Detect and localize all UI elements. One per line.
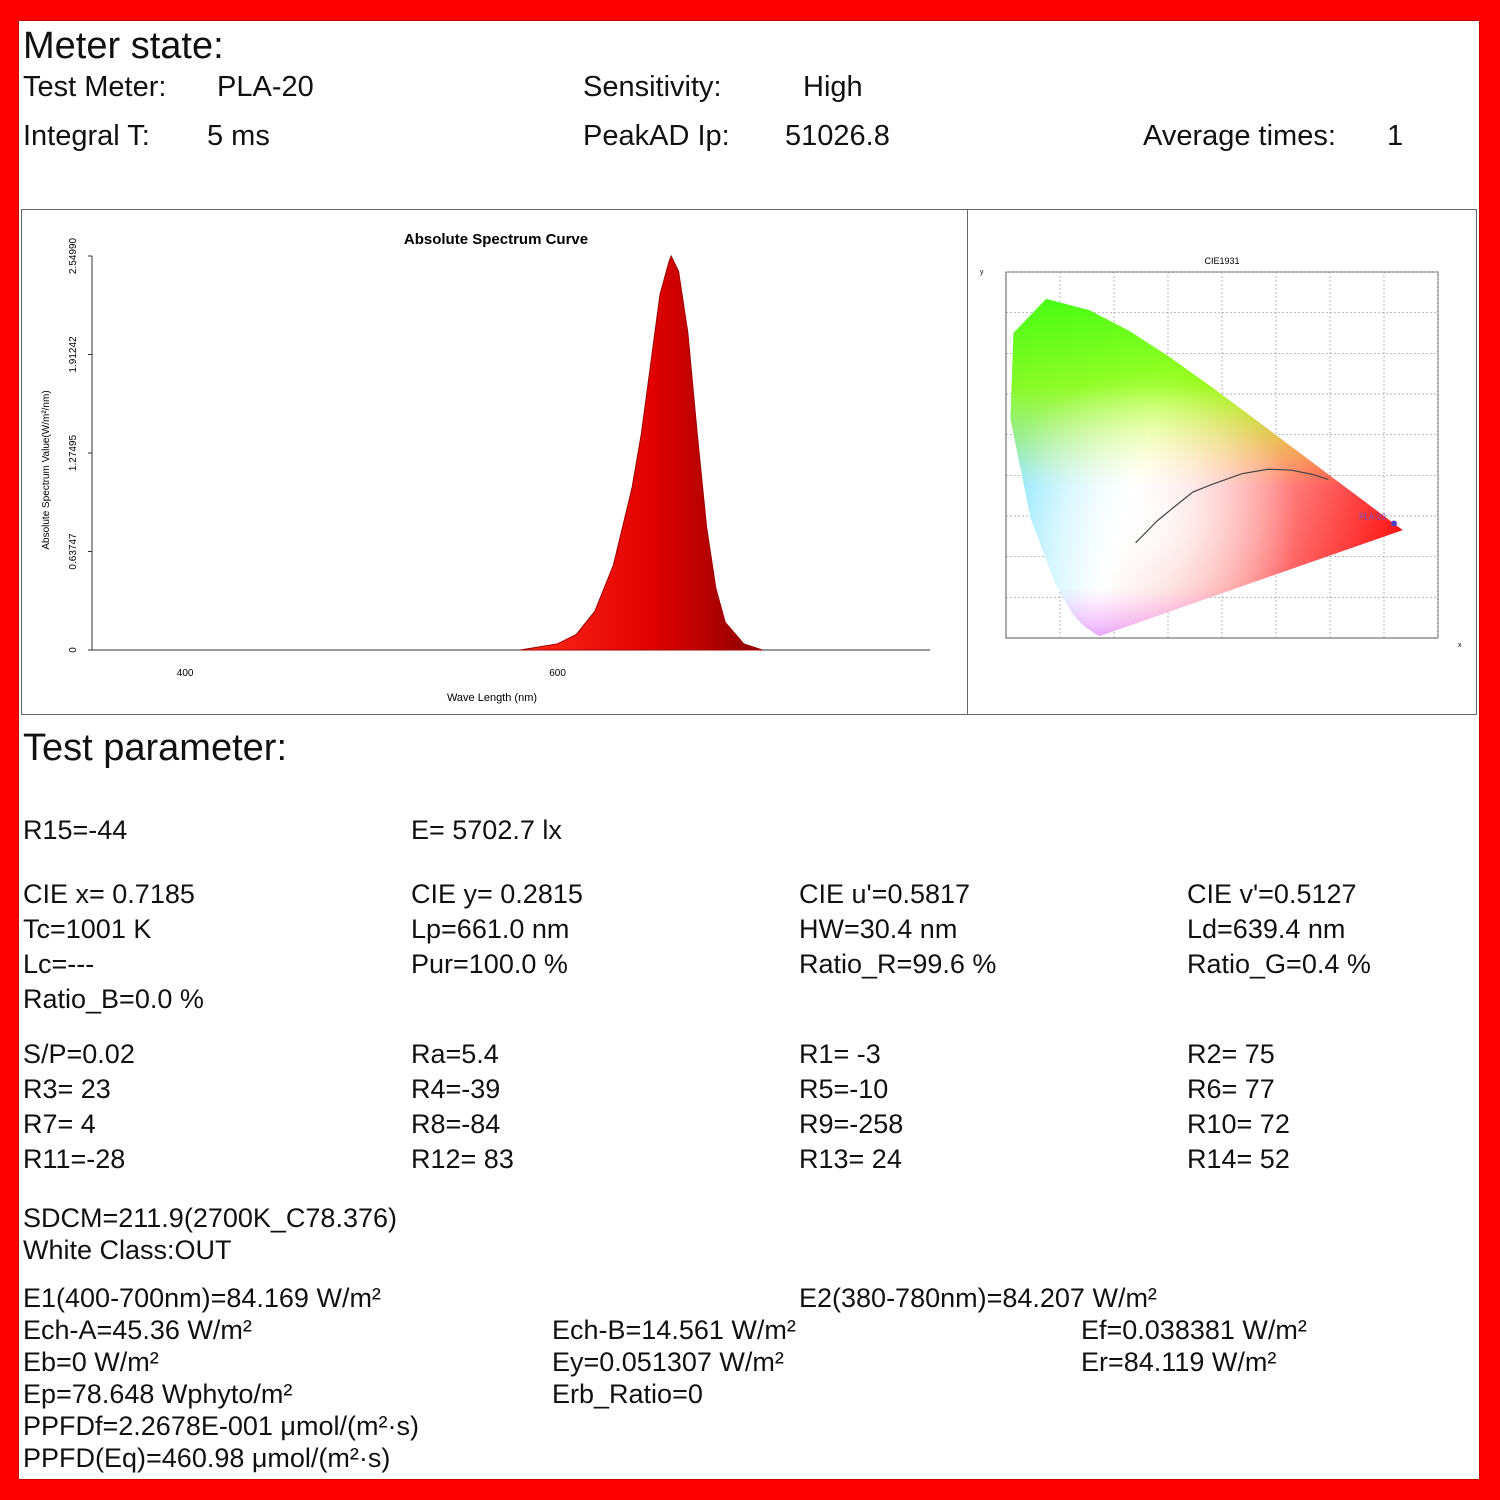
param-row7-col3: R9=-258 <box>799 1109 904 1139</box>
spectrum-area <box>520 254 763 651</box>
param-r15: R15=-44 <box>23 815 128 845</box>
spectrum-x-tick-label: 600 <box>549 668 566 679</box>
param-ppfd-eq: PPFD(Eq)=460.98 μmol/(m²·s) <box>23 1443 391 1473</box>
param-e1: E1(400-700nm)=84.169 W/m² <box>23 1283 381 1313</box>
spectrum-y-tick-label: 0 <box>68 647 79 653</box>
meter-state-title: Meter state: <box>23 25 224 67</box>
param-ech-b: Ech-B=14.561 W/m² <box>552 1315 796 1345</box>
param-ech-a: Ech-A=45.36 W/m² <box>23 1315 252 1345</box>
param-row5-col3: R1= -3 <box>799 1039 881 1069</box>
param-row4-col1: Ratio_B=0.0 % <box>23 984 204 1014</box>
spectrum-chart-panel: Absolute Spectrum Curve Wave Length (nm)… <box>21 209 969 715</box>
param-sdcm: SDCM=211.9(2700K_C78.376) <box>23 1203 397 1233</box>
param-row3-col3: Ratio_R=99.6 % <box>799 949 997 979</box>
spectrum-y-tick-label: 0.63747 <box>68 533 79 570</box>
param-row5-col2: Ra=5.4 <box>411 1039 499 1069</box>
spectrum-chart: Absolute Spectrum Curve Wave Length (nm)… <box>41 231 930 704</box>
param-row6-col2: R4=-39 <box>411 1074 501 1104</box>
param-row8-col2: R12= 83 <box>411 1144 514 1174</box>
param-row6-col3: R5=-10 <box>799 1074 889 1104</box>
average-times-label: Average times: <box>1143 120 1336 152</box>
param-row8-col1: R11=-28 <box>23 1144 126 1174</box>
param-row5-col4: R2= 75 <box>1187 1039 1275 1069</box>
spectrum-y-tick-label: 1.27495 <box>68 434 79 471</box>
param-row3-col4: Ratio_G=0.4 % <box>1187 949 1371 979</box>
param-row1-col2: CIE y= 0.2815 <box>411 879 583 909</box>
spectrum-y-axis-label: Absolute Spectrum Value(W/m²/nm) <box>41 390 52 549</box>
spectrum-y-tick-label: 2.54990 <box>68 237 79 274</box>
cie-chart-panel: CIE1931 PLA-20 y x <box>967 209 1477 715</box>
cie-point-label: PLA-20 <box>1359 513 1386 522</box>
cie-chart-title: CIE1931 <box>1204 256 1239 266</box>
cie-x-axis-label: x <box>1458 642 1462 649</box>
param-white-class: White Class:OUT <box>23 1235 232 1265</box>
sensitivity-value: High <box>803 71 863 103</box>
param-ppfdf: PPFDf=2.2678E-001 μmol/(m²·s) <box>23 1411 419 1441</box>
param-row7-col2: R8=-84 <box>411 1109 501 1139</box>
param-ep: Ep=78.648 Wphyto/m² <box>23 1379 293 1409</box>
param-row3-col2: Pur=100.0 % <box>411 949 568 979</box>
param-row8-col4: R14= 52 <box>1187 1144 1290 1174</box>
param-row7-col1: R7= 4 <box>23 1109 96 1139</box>
param-illuminance: E= 5702.7 lx <box>411 815 562 845</box>
param-eb: Eb=0 W/m² <box>23 1347 159 1377</box>
param-row6-col1: R3= 23 <box>23 1074 111 1104</box>
param-row1-col1: CIE x= 0.7185 <box>23 879 195 909</box>
param-row7-col4: R10= 72 <box>1187 1109 1290 1139</box>
cie-chart: CIE1931 PLA-20 y x <box>980 256 1462 649</box>
test-meter-value: PLA-20 <box>217 71 314 103</box>
param-er: Er=84.119 W/m² <box>1081 1347 1277 1377</box>
spectrum-x-axis-label: Wave Length (nm) <box>447 692 537 704</box>
param-row2-col2: Lp=661.0 nm <box>411 914 570 944</box>
param-row2-col4: Ld=639.4 nm <box>1187 914 1346 944</box>
test-parameter-title: Test parameter: <box>23 727 287 769</box>
spectrum-chart-title: Absolute Spectrum Curve <box>404 231 588 248</box>
spectrum-series <box>520 254 763 651</box>
param-ey: Ey=0.051307 W/m² <box>552 1347 784 1377</box>
planckian-locus <box>1135 468 1329 544</box>
param-row1-col3: CIE u'=0.5817 <box>799 879 971 909</box>
peak-label: PeakAD Ip: <box>583 120 730 152</box>
param-ef: Ef=0.038381 W/m² <box>1081 1315 1307 1345</box>
spectrum-axes: 0 0.63747 1.27495 1.91242 2.54990 400 600 <box>68 237 930 679</box>
sensitivity-label: Sensitivity: <box>583 71 722 103</box>
param-row6-col4: R6= 77 <box>1187 1074 1275 1104</box>
integral-label: Integral T: <box>23 120 150 152</box>
param-row2-col3: HW=30.4 nm <box>799 914 958 944</box>
cie-chromaticity-point <box>1390 520 1397 527</box>
cie-color-gamut <box>1010 298 1403 637</box>
test-meter-label: Test Meter: <box>23 71 167 103</box>
average-times-value: 1 <box>1387 120 1404 152</box>
cie-y-axis-label: y <box>980 269 984 276</box>
param-row2-col1: Tc=1001 K <box>23 914 152 944</box>
peak-value: 51026.8 <box>785 120 890 152</box>
param-erb-ratio: Erb_Ratio=0 <box>552 1379 703 1409</box>
report-page: Meter state: Test Meter: PLA-20 Sensitiv… <box>18 20 1480 1480</box>
spectrum-x-tick-label: 400 <box>177 668 194 679</box>
param-e2: E2(380-780nm)=84.207 W/m² <box>799 1283 1157 1313</box>
param-row1-col4: CIE v'=0.5127 <box>1187 879 1357 909</box>
integral-value: 5 ms <box>207 120 270 152</box>
param-row3-col1: Lc=--- <box>23 949 95 979</box>
param-row5-col1: S/P=0.02 <box>23 1039 135 1069</box>
spectrum-y-tick-label: 1.91242 <box>68 336 79 373</box>
param-row8-col3: R13= 24 <box>799 1144 902 1174</box>
